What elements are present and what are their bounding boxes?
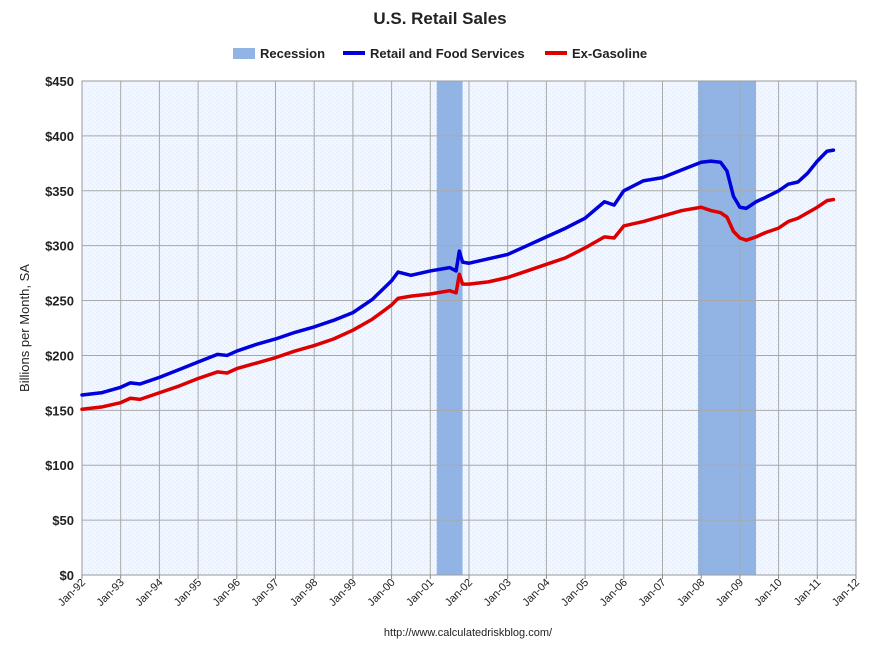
legend: Recession Retail and Food Services Ex-Ga…	[233, 46, 647, 61]
x-tick-label: Jan-97	[249, 577, 281, 609]
legend-label-retail: Retail and Food Services	[370, 46, 525, 61]
x-tick-label: Jan-08	[675, 577, 707, 609]
chart-title: U.S. Retail Sales	[373, 9, 506, 28]
source-url: http://www.calculatedriskblog.com/	[384, 627, 553, 639]
legend-label-recession: Recession	[260, 46, 325, 61]
x-tick-label: Jan-96	[211, 577, 243, 609]
y-tick-label: $100	[45, 458, 74, 473]
x-tick-label: Jan-01	[404, 577, 436, 609]
x-tick-label: Jan-11	[792, 577, 824, 609]
x-tick-label: Jan-04	[520, 577, 552, 609]
x-tick-label: Jan-99	[327, 577, 359, 609]
x-tick-label: Jan-00	[365, 577, 397, 609]
y-tick-label: $350	[45, 184, 74, 199]
x-tick-label: Jan-05	[559, 577, 591, 609]
series-lines	[80, 148, 836, 411]
x-tick-label: Jan-95	[172, 577, 204, 609]
series-line-ex-gasoline	[80, 197, 836, 411]
x-tick-label: Jan-12	[830, 577, 862, 609]
y-tick-label: $50	[52, 513, 74, 528]
legend-label-ex-gasoline: Ex-Gasoline	[572, 46, 647, 61]
y-tick-label: $200	[45, 348, 74, 363]
y-tick-label: $250	[45, 294, 74, 309]
x-tick-label: Jan-02	[443, 577, 475, 609]
series-line-retail	[80, 148, 836, 397]
y-tick-label: $300	[45, 239, 74, 254]
y-tick-label: $150	[45, 403, 74, 418]
x-tick-label: Jan-03	[482, 577, 514, 609]
recession-band	[436, 81, 463, 575]
y-axis: $0 $50 $100 $150 $200 $250 $300 $350 $400 $450	[45, 74, 74, 583]
gridlines	[82, 80, 856, 575]
x-tick-label: Jan-07	[636, 577, 668, 609]
recession-band	[697, 81, 757, 575]
y-tick-label: $0	[60, 568, 74, 583]
x-tick-label: Jan-06	[598, 577, 630, 609]
x-tick-label: Jan-98	[288, 577, 320, 609]
y-axis-label: Billions per Month, SA	[17, 264, 32, 392]
y-tick-label: $450	[45, 74, 74, 89]
y-tick-label: $400	[45, 129, 74, 144]
recession-bands	[436, 81, 757, 575]
x-tick-label: Jan-10	[752, 577, 784, 609]
legend-swatch-recession	[233, 48, 255, 59]
x-tick-label: Jan-94	[133, 577, 165, 609]
x-tick-label: Jan-09	[714, 577, 746, 609]
x-axis: Jan-92 Jan-93 Jan-94 Jan-95 Jan-96 Jan-97 Jan-…	[56, 575, 862, 609]
x-tick-label: Jan-93	[95, 577, 127, 609]
